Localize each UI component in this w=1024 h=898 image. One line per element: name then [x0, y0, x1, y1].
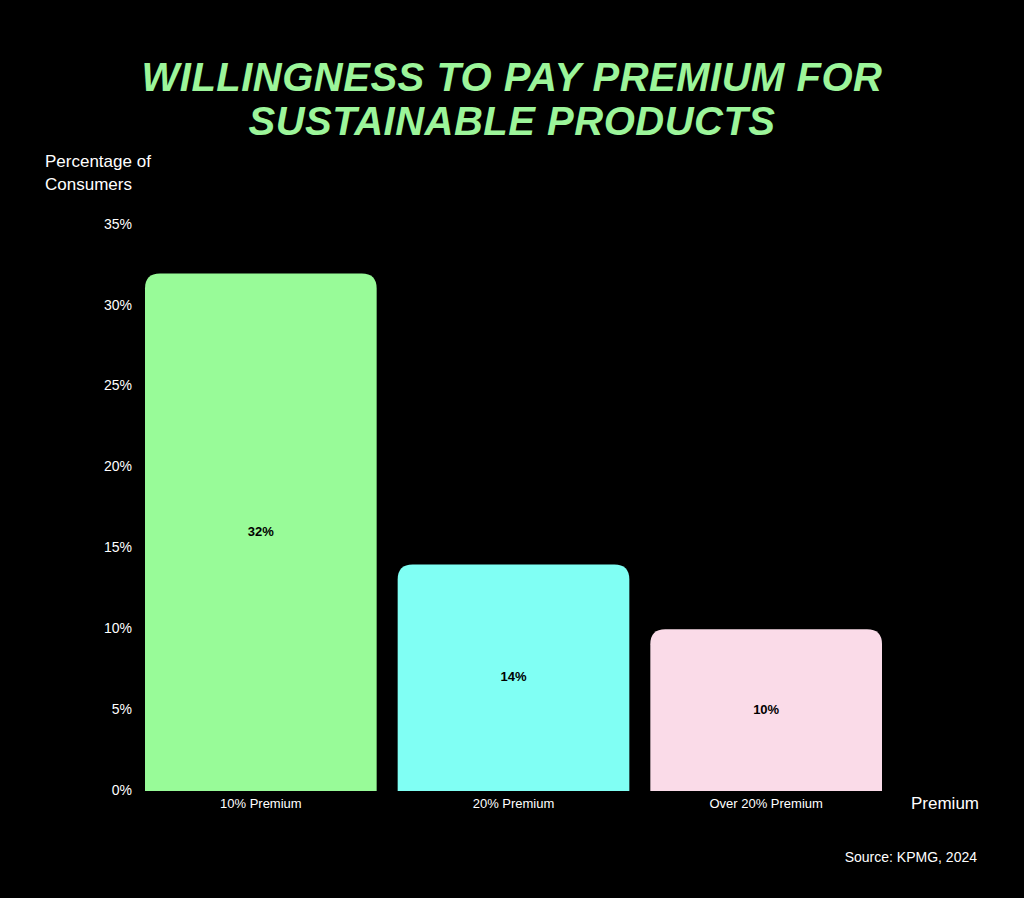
y-tick-label: 25%	[104, 377, 132, 393]
x-tick-label: 10% Premium	[220, 796, 302, 811]
y-axis-label: Percentage of Consumers	[45, 150, 185, 196]
x-tick-label: Over 20% Premium	[709, 796, 822, 811]
bar	[650, 629, 882, 791]
y-tick-label: 0%	[112, 782, 132, 798]
y-tick-label: 10%	[104, 620, 132, 636]
y-tick-label: 35%	[104, 216, 132, 232]
y-tick-label: 5%	[112, 701, 132, 717]
data-label: 10%	[753, 702, 779, 717]
title: WILLINGNESS TO PAY PREMIUM FOR SUSTAINAB…	[72, 55, 952, 143]
data-label: 32%	[248, 524, 274, 539]
chart: 0% 5% 10% 15% 20% 25% 30% 35% 32% 14% 10% 10% Premi…	[0, 0, 1024, 898]
y-tick-label: 20%	[104, 458, 132, 474]
bars	[145, 274, 882, 791]
bar	[398, 565, 630, 791]
y-tick-label: 15%	[104, 539, 132, 555]
y-tick-label: 30%	[104, 297, 132, 313]
data-label: 14%	[500, 669, 526, 684]
x-axis-label: Premium	[911, 794, 979, 813]
source: Source: KPMG, 2024	[845, 849, 978, 865]
x-tick-label: 20% Premium	[473, 796, 555, 811]
bar	[145, 274, 377, 791]
